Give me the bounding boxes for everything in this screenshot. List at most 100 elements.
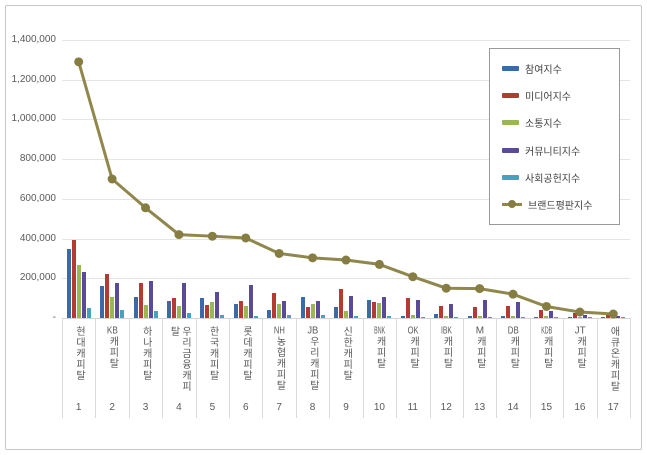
x-axis-rank-label: 9: [343, 402, 349, 413]
bar-사회공헌지수: [153, 311, 158, 318]
line-marker: [508, 289, 518, 299]
y-axis-tick-label: 200,000: [19, 272, 56, 284]
bar-사회공헌지수: [420, 317, 425, 318]
bar-사회공헌지수: [454, 317, 459, 318]
x-axis-rank-label: 4: [176, 402, 182, 413]
bar-커뮤니티지수: [516, 302, 521, 318]
x-axis-category-label: DB캐피탈: [496, 322, 529, 398]
bar-참여지수: [501, 316, 506, 318]
bar-소통지수: [444, 316, 449, 318]
category-separator: [596, 318, 598, 418]
category-separator: [128, 318, 130, 418]
category-separator: [329, 318, 331, 418]
bar-소통지수: [377, 303, 382, 318]
bar-사회공헌지수: [320, 315, 325, 318]
x-axis-category-label: JB우리캐피탈: [296, 322, 329, 398]
legend-color-chip: [502, 174, 519, 180]
category-name-text: NH농협캐피탈: [273, 326, 285, 391]
bar-사회공헌지수: [220, 314, 225, 318]
legend: 참여지수 미디어지수 소통지수 커뮤니티지수 사회공헌지수 브랜드평판지수: [489, 48, 620, 225]
x-axis-rank-label: 11: [407, 402, 418, 413]
gridline: [62, 40, 630, 41]
bar-미디어지수: [606, 315, 611, 318]
bar-참여지수: [333, 306, 338, 318]
gridline: [62, 198, 630, 200]
line-marker: [608, 309, 618, 319]
bar-group: [463, 40, 496, 318]
bar-미디어지수: [572, 313, 577, 318]
bar-소통지수: [210, 301, 215, 318]
category-name-text: OK캐피탈: [407, 326, 419, 369]
category-name-text: M캐피탈: [474, 326, 486, 369]
bar-참여지수: [166, 300, 171, 318]
category-separator: [496, 318, 498, 418]
bar-group: [363, 40, 396, 318]
bar-미디어지수: [171, 298, 176, 318]
category-name-text: KB캐피탈: [106, 326, 118, 369]
line-marker: [174, 230, 184, 240]
bar-group: [262, 40, 295, 318]
line-marker: [475, 284, 485, 294]
line-marker: [441, 283, 451, 293]
category-name-text: 롯데캐피탈: [240, 326, 252, 381]
bar-사회공헌지수: [120, 310, 125, 318]
category-name-text: 하나캐피탈: [140, 326, 152, 381]
category-separator: [295, 318, 297, 418]
bar-미디어지수: [238, 300, 243, 318]
x-axis-category-label: 현대캐피탈: [62, 322, 95, 398]
bar-미디어지수: [472, 307, 477, 318]
x-axis-rank-label: 3: [142, 402, 149, 413]
x-axis-category-label: KB캐피탈: [95, 322, 128, 398]
bar-사회공헌지수: [287, 314, 292, 318]
x-axis-category-label: IBK캐피탈: [430, 322, 463, 398]
x-axis-category-label: 롯데캐피탈: [229, 322, 262, 398]
legend-item: 참여지수: [502, 61, 619, 76]
x-axis-rank-label: 10: [373, 402, 385, 413]
x-axis-category-label: 신한캐피탈: [329, 322, 362, 398]
x-axis-category-label: BNK캐피탈: [363, 322, 396, 398]
bar-소통지수: [143, 305, 148, 318]
bar-소통지수: [544, 316, 549, 318]
bar-group: [62, 40, 95, 318]
bar-소통지수: [477, 315, 482, 318]
x-axis-rank-label: 6: [242, 402, 249, 413]
line-marker: [141, 203, 151, 213]
bar-group: [530, 40, 563, 318]
bar-사회공헌지수: [521, 317, 526, 318]
bar-미디어지수: [372, 301, 377, 318]
x-axis-category-label: M캐피탈: [463, 322, 496, 398]
bar-소통지수: [511, 316, 516, 318]
bar-미디어지수: [439, 305, 444, 318]
gridline: [62, 238, 630, 240]
line-marker: [541, 301, 551, 311]
category-name-text: 신한캐피탈: [340, 326, 352, 381]
y-axis-tick-label: 1,400,000: [11, 34, 57, 45]
bar-참여지수: [66, 248, 71, 318]
bar-group: [95, 40, 128, 318]
legend-label: 미디어지수: [525, 92, 571, 104]
bar-소통지수: [243, 305, 248, 318]
gridline: [62, 79, 630, 81]
bar-참여지수: [534, 316, 539, 318]
bar-커뮤니티지수: [482, 300, 487, 318]
bar-미디어지수: [272, 293, 277, 318]
bar-커뮤니티지수: [382, 297, 387, 318]
category-name-text: IBK캐피탈: [440, 326, 452, 369]
x-axis-category-label: KDB캐피탈: [530, 322, 563, 398]
x-axis-category-label: JT캐피탈: [563, 322, 596, 398]
legend-label: 소통지수: [525, 119, 562, 131]
bar-사회공헌지수: [554, 317, 559, 318]
category-separator: [195, 318, 197, 418]
x-axis-category-label: NH농협캐피탈: [262, 322, 295, 398]
x-axis-category-label: 하나캐피탈: [129, 322, 162, 398]
legend-line-marker-sample: [502, 199, 522, 209]
bar-미디어지수: [105, 274, 110, 318]
bar-사회공헌지수: [186, 312, 191, 318]
bar-참여지수: [434, 314, 439, 318]
bar-참여지수: [233, 303, 238, 318]
x-axis-rank-label: 2: [109, 402, 115, 413]
bar-커뮤니티지수: [315, 300, 320, 318]
y-axis-tick-label: 1,000,000: [11, 113, 57, 125]
bar-참여지수: [367, 299, 372, 318]
